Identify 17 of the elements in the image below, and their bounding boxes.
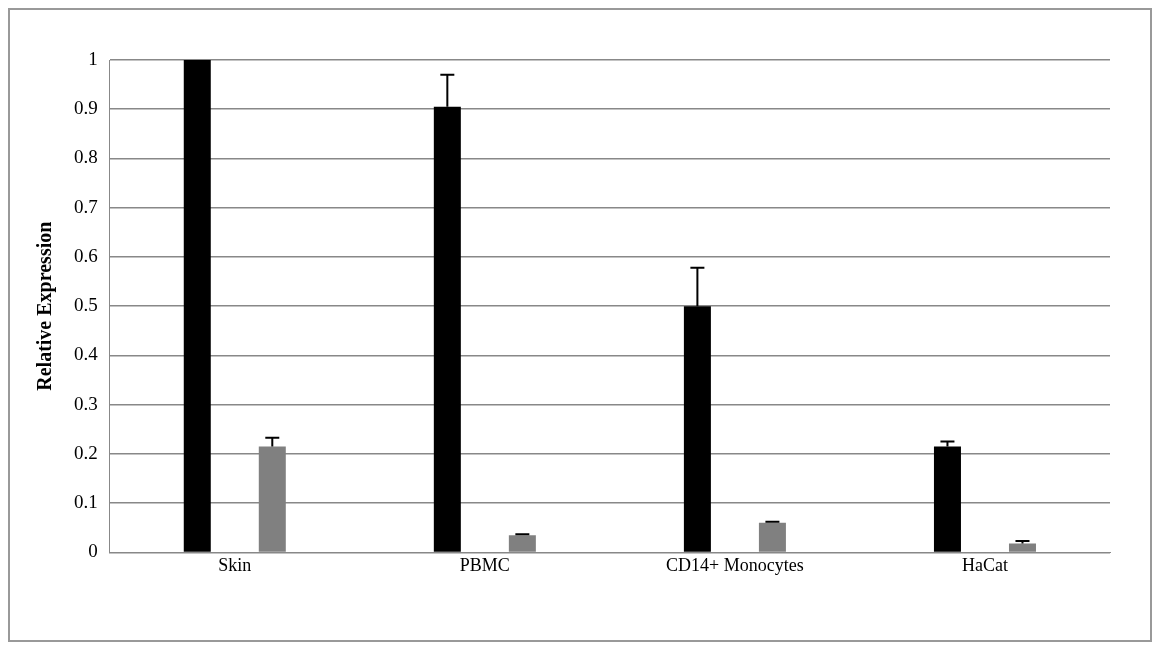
x-tick-label: Skin bbox=[218, 554, 252, 575]
y-tick-label: 0 bbox=[88, 540, 98, 562]
y-tick-label: 0.9 bbox=[74, 97, 98, 119]
y-axis-title: Relative Expression bbox=[33, 221, 57, 391]
y-tick-label: 0.8 bbox=[74, 146, 98, 168]
y-tick-label: 0.1 bbox=[74, 491, 98, 513]
y-tick-label: 0.4 bbox=[74, 343, 99, 365]
bar bbox=[183, 60, 211, 552]
y-tick-label: 0.3 bbox=[74, 392, 98, 414]
y-tick-label: 0.6 bbox=[74, 244, 98, 266]
y-tick-label: 0.7 bbox=[74, 195, 98, 217]
x-tick-label: PBMC bbox=[459, 554, 510, 575]
y-tick-label: 0.5 bbox=[74, 294, 98, 316]
y-tick-label: 0.2 bbox=[74, 441, 98, 463]
y-tick-label: 1 bbox=[88, 47, 98, 69]
x-tick-label: HaCat bbox=[961, 554, 1008, 575]
x-tick-label: CD14+ Monocytes bbox=[666, 554, 804, 575]
